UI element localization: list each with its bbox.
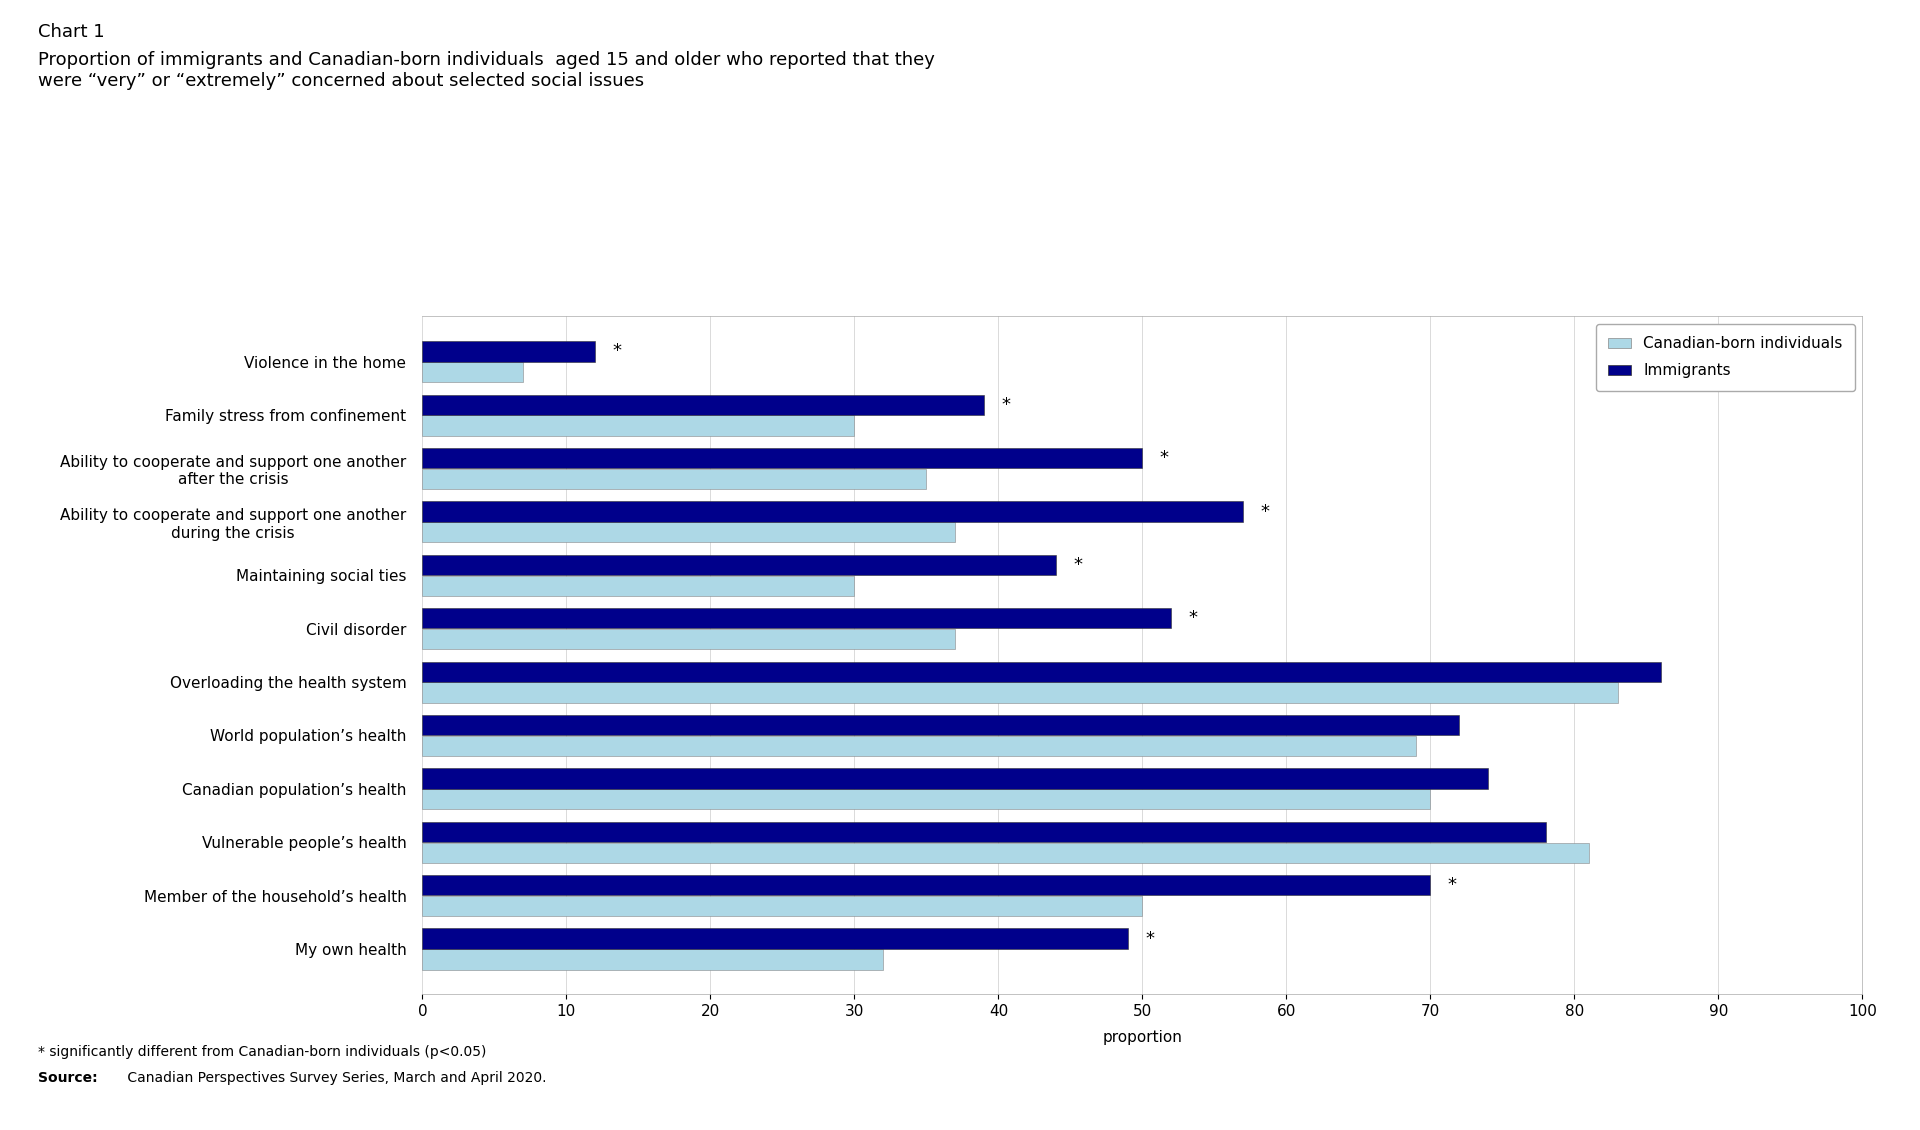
Bar bbox=[422, 661, 1661, 681]
Bar bbox=[422, 362, 522, 382]
Legend: Canadian-born individuals, Immigrants: Canadian-born individuals, Immigrants bbox=[1596, 324, 1855, 391]
Text: *: * bbox=[1073, 556, 1083, 574]
Bar bbox=[422, 522, 956, 542]
Text: *: * bbox=[1188, 609, 1198, 627]
Bar bbox=[422, 341, 595, 362]
Bar bbox=[422, 736, 1417, 756]
Text: *: * bbox=[1448, 876, 1457, 894]
Bar bbox=[422, 394, 983, 415]
Bar bbox=[422, 715, 1459, 736]
Text: *: * bbox=[612, 342, 622, 360]
Bar bbox=[422, 768, 1488, 789]
Bar bbox=[422, 843, 1590, 863]
Text: Proportion of immigrants and Canadian-born individuals  aged 15 and older who re: Proportion of immigrants and Canadian-bo… bbox=[38, 51, 935, 89]
Bar bbox=[422, 469, 925, 489]
Text: *: * bbox=[1260, 503, 1269, 521]
Bar bbox=[422, 447, 1142, 468]
Bar bbox=[422, 683, 1617, 703]
Text: Chart 1: Chart 1 bbox=[38, 23, 106, 41]
Bar bbox=[422, 416, 854, 436]
Text: Canadian Perspectives Survey Series, March and April 2020.: Canadian Perspectives Survey Series, Mar… bbox=[123, 1071, 547, 1085]
Bar bbox=[422, 502, 1244, 522]
Bar bbox=[422, 575, 854, 596]
Bar bbox=[422, 629, 956, 650]
Text: Source:: Source: bbox=[38, 1071, 98, 1085]
Text: *: * bbox=[1002, 396, 1010, 414]
Bar bbox=[422, 608, 1171, 628]
Bar bbox=[422, 555, 1056, 575]
Text: *: * bbox=[1146, 930, 1154, 948]
Bar bbox=[422, 789, 1430, 809]
Bar bbox=[422, 896, 1142, 916]
Bar bbox=[422, 875, 1430, 895]
Bar bbox=[422, 929, 1129, 949]
Bar bbox=[422, 949, 883, 970]
Bar bbox=[422, 822, 1546, 842]
X-axis label: proportion: proportion bbox=[1102, 1031, 1183, 1045]
Text: * significantly different from Canadian-born individuals (p<0.05): * significantly different from Canadian-… bbox=[38, 1045, 488, 1059]
Text: *: * bbox=[1160, 449, 1169, 467]
